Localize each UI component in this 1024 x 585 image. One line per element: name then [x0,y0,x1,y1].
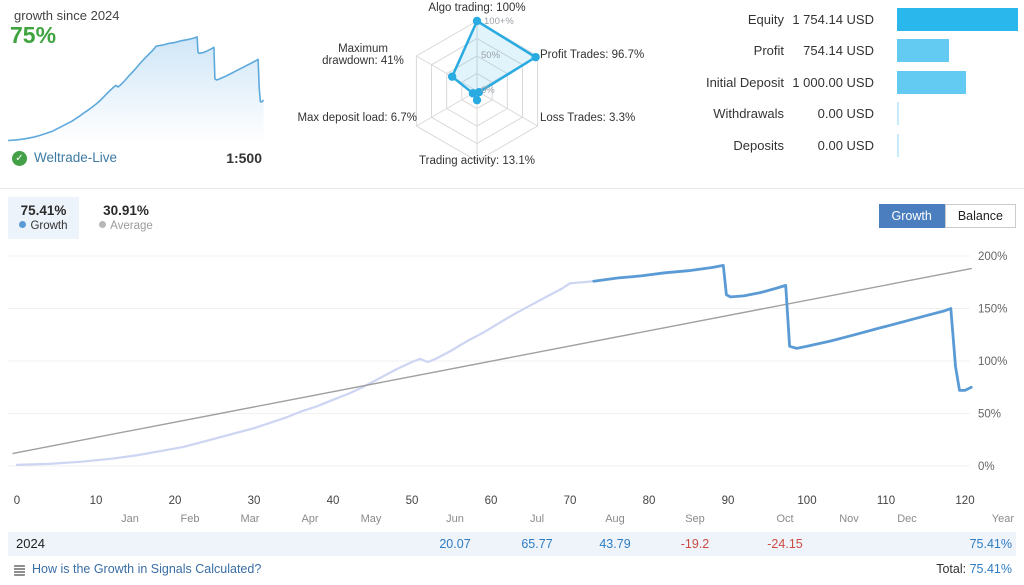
stat-label: Equity [747,12,784,27]
chart-view-toggle: Growth Balance [878,204,1016,228]
svg-text:Dec: Dec [897,513,917,525]
svg-text:Feb: Feb [181,513,200,525]
svg-text:100%: 100% [978,356,1007,368]
radar-ring-label-50: 50% [481,50,501,61]
tab-average-summary[interactable]: 30.91% Average [86,197,166,239]
growth-sparkline-chart [8,36,264,142]
svg-text:100: 100 [797,495,816,507]
svg-text:70: 70 [564,495,577,507]
svg-text:Year: Year [992,513,1015,525]
section-divider [0,188,1024,189]
radar-label-loss-trades: Loss Trades: 3.3% [540,112,636,124]
svg-text:Aug: Aug [605,513,625,525]
radar-label-profit-trades: Profit Trades: 96.7% [540,49,645,61]
svg-text:Sep: Sep [685,513,705,525]
radar-ring-label-0: 0% [481,85,495,96]
radar-label-max-deposit-load: Max deposit load: 6.7% [297,112,417,124]
stat-bar [897,71,966,94]
help-book-icon [14,565,25,576]
tab-growth-label: Growth [30,220,68,232]
svg-text:Oct: Oct [776,513,793,525]
monthly-return-oct: -24.15 [767,537,803,551]
stat-label: Initial Deposit [705,75,784,90]
svg-text:10: 10 [90,495,103,507]
svg-text:Jun: Jun [446,513,464,525]
growth-help-link[interactable]: How is the Growth in Signals Calculated? [32,562,262,576]
svg-text:40: 40 [327,495,340,507]
broker-link[interactable]: Weltrade-Live [34,150,118,165]
svg-text:0: 0 [14,495,20,507]
svg-text:50%: 50% [978,409,1001,421]
total-summary: Total: 75.41% [936,562,1012,576]
svg-text:Apr: Apr [301,513,318,525]
broker-row: ✓ Weltrade-Live 1:500 [10,150,262,170]
year-total-value: 75.41% [969,537,1012,551]
total-value: 75.41% [969,562,1012,576]
svg-text:200%: 200% [978,251,1007,263]
svg-text:Jul: Jul [530,513,544,525]
stat-row-withdrawals: Withdrawals 0.00 USD [640,102,1024,125]
stat-row-deposits: Deposits 0.00 USD [640,134,1024,157]
svg-text:120: 120 [955,495,974,507]
tab-average-label: Average [110,220,153,232]
stat-bar [897,134,899,157]
stat-bar [897,8,1018,31]
stat-bar [897,39,950,62]
svg-text:30: 30 [248,495,261,507]
growth-percent-value: 75% [10,22,57,48]
growth-line-chart: 200% 150% 100% 50% 0% 0 10 20 30 40 50 60 70 80 90 100 1… [8,251,1015,525]
radar-chart [415,16,540,162]
average-dot-icon [99,221,107,228]
stat-label: Profit [753,43,784,58]
radar-label-maximum-drawdown: Maximum drawdown: 41% [322,43,404,67]
stat-value: 754.14 USD [803,43,874,58]
svg-text:Jan: Jan [121,513,139,525]
total-label: Total: [936,562,967,576]
svg-text:80: 80 [643,495,656,507]
svg-text:0%: 0% [978,461,995,473]
growth-total-value: 75.41% [20,203,67,218]
radar-label-algo-trading: Algo trading: 100% [428,2,526,14]
svg-text:90: 90 [722,495,735,507]
growth-since-label: growth since 2024 [14,8,120,23]
average-total-value: 30.91% [103,203,149,218]
stat-row-profit: Profit 754.14 USD [640,39,1024,62]
radar-ring-label-100: 100+% [484,16,514,27]
year-label: 2024 [16,536,45,551]
monthly-return-jul: 65.77 [521,537,553,551]
stat-value: 0.00 USD [817,106,874,121]
stat-value: 0.00 USD [817,138,874,153]
stat-bar [897,102,899,125]
leverage-value: 1:500 [226,150,262,166]
svg-text:Mar: Mar [241,513,260,525]
stat-label: Deposits [733,138,784,153]
radar-label-trading-activity: Trading activity: 13.1% [419,155,535,167]
verified-check-icon: ✓ [12,151,27,166]
svg-text:Nov: Nov [839,513,859,525]
tab-growth-summary[interactable]: 75.41% Growth [8,197,79,239]
stat-label: Withdrawals [713,106,784,121]
footer: How is the Growth in Signals Calculated?… [8,562,1016,582]
svg-text:20: 20 [169,495,182,507]
growth-dot-icon [19,221,27,228]
svg-text:May: May [361,513,382,525]
monthly-return-jun: 20.07 [439,537,471,551]
balance-view-button[interactable]: Balance [944,204,1016,228]
monthly-returns-row: 2024 20.07 65.77 43.79 -19.2 -24.15 75.4… [8,532,1016,556]
account-stats: Equity 1 754.14 USD Profit 754.14 USD In… [640,0,1024,180]
monthly-return-sep: -19.2 [680,537,710,551]
distribution-radar: Algo trading: 100% Profit Trades: 96.7% … [297,0,650,185]
stat-row-equity: Equity 1 754.14 USD [640,8,1024,31]
svg-text:50: 50 [406,495,419,507]
stat-value: 1 754.14 USD [792,12,874,27]
monthly-return-aug: 43.79 [599,537,631,551]
stat-row-initial-deposit: Initial Deposit 1 000.00 USD [640,71,1024,94]
growth-view-button[interactable]: Growth [878,204,945,228]
svg-text:110: 110 [877,495,895,507]
svg-text:150%: 150% [978,304,1007,316]
svg-text:60: 60 [485,495,498,507]
stat-value: 1 000.00 USD [792,75,874,90]
